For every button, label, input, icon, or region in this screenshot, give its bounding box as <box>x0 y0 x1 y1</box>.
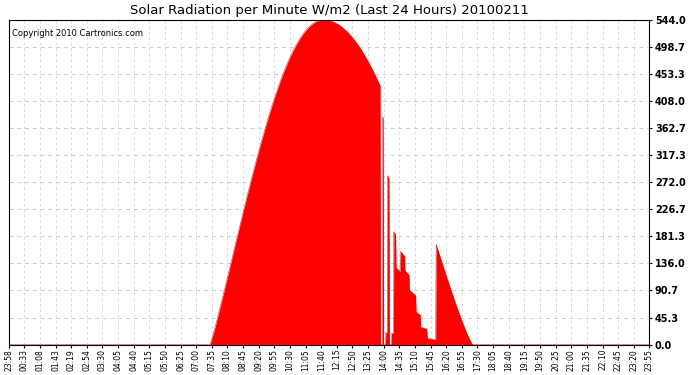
Title: Solar Radiation per Minute W/m2 (Last 24 Hours) 20100211: Solar Radiation per Minute W/m2 (Last 24… <box>130 4 529 17</box>
Text: Copyright 2010 Cartronics.com: Copyright 2010 Cartronics.com <box>12 30 143 39</box>
